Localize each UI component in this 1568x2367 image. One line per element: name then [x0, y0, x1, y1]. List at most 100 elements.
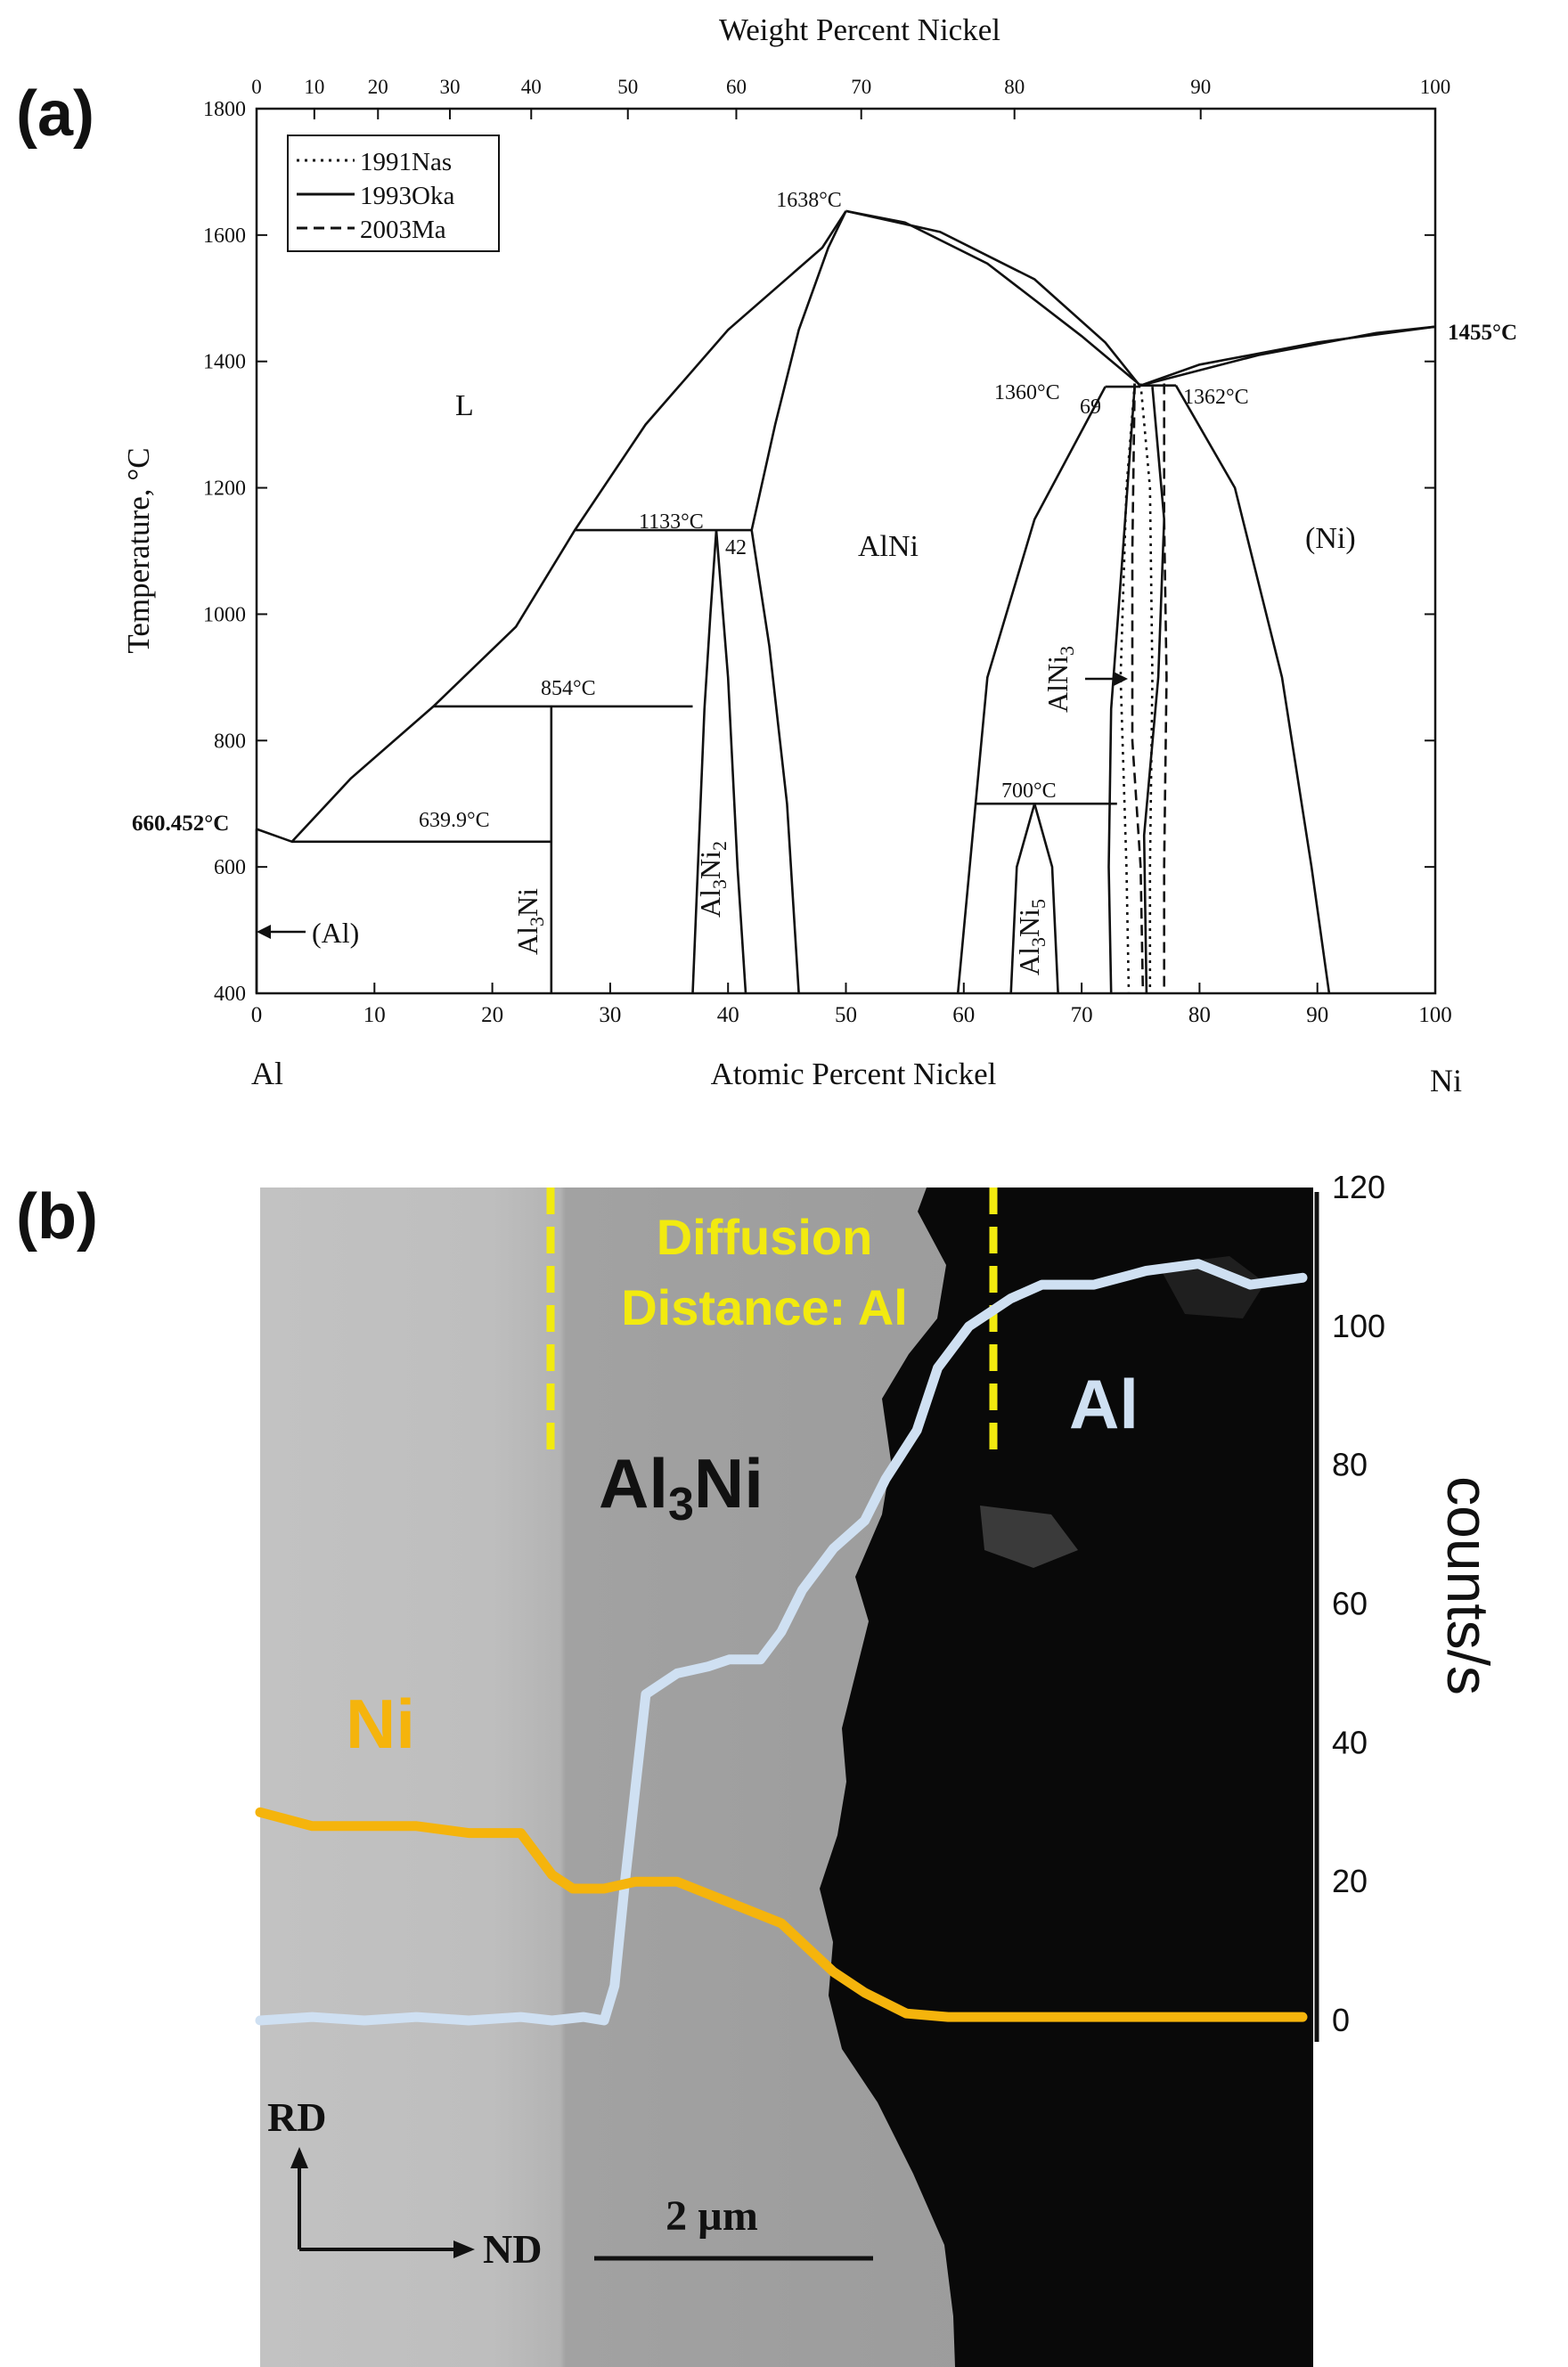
sem-image: Diffusion Distance: Al Al3Ni Al Ni RD ND… — [260, 1188, 1313, 2367]
x-axis-title: Atomic Percent Nickel — [711, 1057, 997, 1091]
series-line-ni — [255, 1807, 1308, 2022]
linescan-series — [255, 1259, 1308, 2026]
counts-tick-label-0: 0 — [1332, 2002, 1350, 2038]
y-tick-label-400: 400 — [214, 983, 246, 1006]
boundary-alni-left — [750, 210, 847, 531]
counts-axis-ticks: 0 20 40 60 80 100 120 — [1332, 1169, 1385, 2038]
x2-tick-label-30: 30 — [439, 76, 460, 98]
label-diffusion-2: Distance: Al — [621, 1279, 908, 1335]
counts-tick-label-40: 40 — [1332, 1724, 1368, 1760]
annotation-854: 854°C — [541, 677, 596, 700]
annotation-1133: 1133°C — [639, 510, 704, 534]
x-tick-label-40: 40 — [717, 1003, 739, 1027]
phase-label-al3ni: Al3Ni — [511, 888, 548, 955]
counts-axis-title: counts/s — [1435, 1476, 1501, 1695]
sem-grain-spot-2 — [980, 1506, 1078, 1568]
annotation-1360: 1360°C — [994, 381, 1060, 404]
end-label-al: Al — [251, 1056, 283, 1091]
y-tick-label-1400: 1400 — [203, 351, 246, 374]
phase-label-al: (Al) — [312, 917, 359, 949]
counts-tick-label-60: 60 — [1332, 1586, 1368, 1622]
label-al3ni: Al3Ni — [599, 1444, 764, 1530]
x-tick-label-0: 0 — [251, 1003, 263, 1027]
y-tick-label-800: 800 — [214, 730, 246, 753]
x2-tick-label-70: 70 — [851, 76, 871, 98]
boundary-al3ni2-left — [691, 530, 718, 994]
boundary-liquidus-ni — [845, 209, 1436, 388]
x2-tick-label-50: 50 — [617, 76, 638, 98]
label-diffusion-1: Diffusion — [657, 1209, 873, 1265]
boundary-al3ni5-right — [1033, 803, 1059, 994]
phase-label-ni: (Ni) — [1305, 522, 1356, 555]
label-rd: RD — [267, 2094, 326, 2140]
boundary-alni-left-lower — [750, 529, 800, 994]
legend-label-1993oka: 1993Oka — [360, 182, 454, 210]
x2-tick-label-0: 0 — [251, 76, 262, 98]
x2-tick-label-100: 100 — [1420, 76, 1451, 98]
x-tick-label-80: 80 — [1188, 1003, 1211, 1027]
x2-tick-label-60: 60 — [726, 76, 747, 98]
boundary-ni-liquidus-inner — [1139, 325, 1436, 387]
x-tick-label-30: 30 — [599, 1003, 621, 1027]
arrow-al-head — [257, 925, 271, 939]
plot-frame-a — [255, 107, 1437, 995]
legend-label-2003ma: 2003Ma — [360, 216, 446, 244]
label-nd: ND — [483, 2226, 542, 2272]
annotation-660: 660.452°C — [132, 812, 229, 836]
y-tick-label-1000: 1000 — [203, 603, 246, 626]
scale-bar-label: 2 µm — [666, 2192, 758, 2240]
phase-label-al3ni5: Al3Ni5 — [1013, 899, 1049, 975]
label-ni: Ni — [346, 1685, 415, 1763]
x2-axis-title: Weight Percent Nickel — [719, 12, 1000, 47]
boundary-ni-solvus — [1174, 385, 1331, 994]
boundary-2003Ma-right — [1163, 383, 1168, 993]
x2-tick-label-40: 40 — [521, 76, 542, 98]
boundary-al3ni2-right — [715, 529, 747, 994]
phase-label-alni3: AlNi3 — [1041, 646, 1078, 713]
x2-tick-label-10: 10 — [304, 76, 324, 98]
boundary-2003Ma-left — [1131, 383, 1145, 994]
annotation-700: 700°C — [1001, 779, 1057, 803]
x-tick-label-20: 20 — [481, 1003, 503, 1027]
y-tick-label-1600: 1600 — [203, 224, 246, 248]
legend-label-1991nas: 1991Nas — [360, 148, 452, 176]
y-tick-label-600: 600 — [214, 856, 246, 879]
phase-label-liquid: L — [455, 389, 474, 422]
boundary-alni3-right — [1142, 386, 1166, 994]
sem-grain-spot-1 — [1158, 1256, 1265, 1318]
annotation-69: 69 — [1080, 396, 1101, 419]
x-tick-label-90: 90 — [1306, 1003, 1328, 1027]
boundary-alni-right-lower — [956, 386, 1107, 994]
x-tick-label-70: 70 — [1071, 1003, 1093, 1027]
x2-tick-label-80: 80 — [1004, 76, 1025, 98]
annotation-42: 42 — [725, 536, 747, 559]
counts-tick-label-20: 20 — [1332, 1863, 1368, 1899]
x2-tick-label-90: 90 — [1190, 76, 1211, 98]
x2-tick-label-20: 20 — [368, 76, 388, 98]
axis-ticks-a: 0 10 20 30 40 50 60 70 80 90 1000 10 20 30 40 50 60 70 80 9… — [203, 76, 1452, 1027]
phase-boundaries — [255, 209, 1436, 994]
x-tick-label-100: 100 — [1418, 1003, 1452, 1027]
annotation-1455: 1455°C — [1448, 321, 1517, 345]
annotation-6399: 639.9°C — [419, 809, 490, 832]
phase-label-al3ni2: Al3Ni2 — [694, 841, 731, 918]
y-axis-title: Temperature, °C — [121, 447, 156, 653]
end-label-ni: Ni — [1430, 1063, 1462, 1098]
arrow-nd-head — [453, 2240, 475, 2258]
annotation-1362: 1362°C — [1183, 386, 1249, 409]
counts-tick-label-100: 100 — [1332, 1308, 1385, 1344]
arrow-rd-head — [290, 2147, 308, 2168]
boundary-alni-right — [845, 209, 1142, 388]
counts-tick-label-120: 120 — [1332, 1169, 1385, 1205]
series-line-al — [255, 1259, 1308, 2026]
boundary-al3ni5-left — [1009, 803, 1036, 994]
boundary-liquidus-al — [256, 210, 847, 844]
panel-b-label: (b) — [16, 1181, 98, 1253]
counts-axis: 0 20 40 60 80 100 120 counts/s — [1314, 1169, 1501, 2042]
phase-label-alni: AlNi — [858, 530, 919, 563]
x-tick-label-60: 60 — [952, 1003, 975, 1027]
y-tick-label-1800: 1800 — [203, 98, 246, 121]
sem-al-dark-region — [820, 1188, 1313, 2367]
y-tick-label-1200: 1200 — [203, 477, 246, 501]
x-tick-label-50: 50 — [835, 1003, 857, 1027]
